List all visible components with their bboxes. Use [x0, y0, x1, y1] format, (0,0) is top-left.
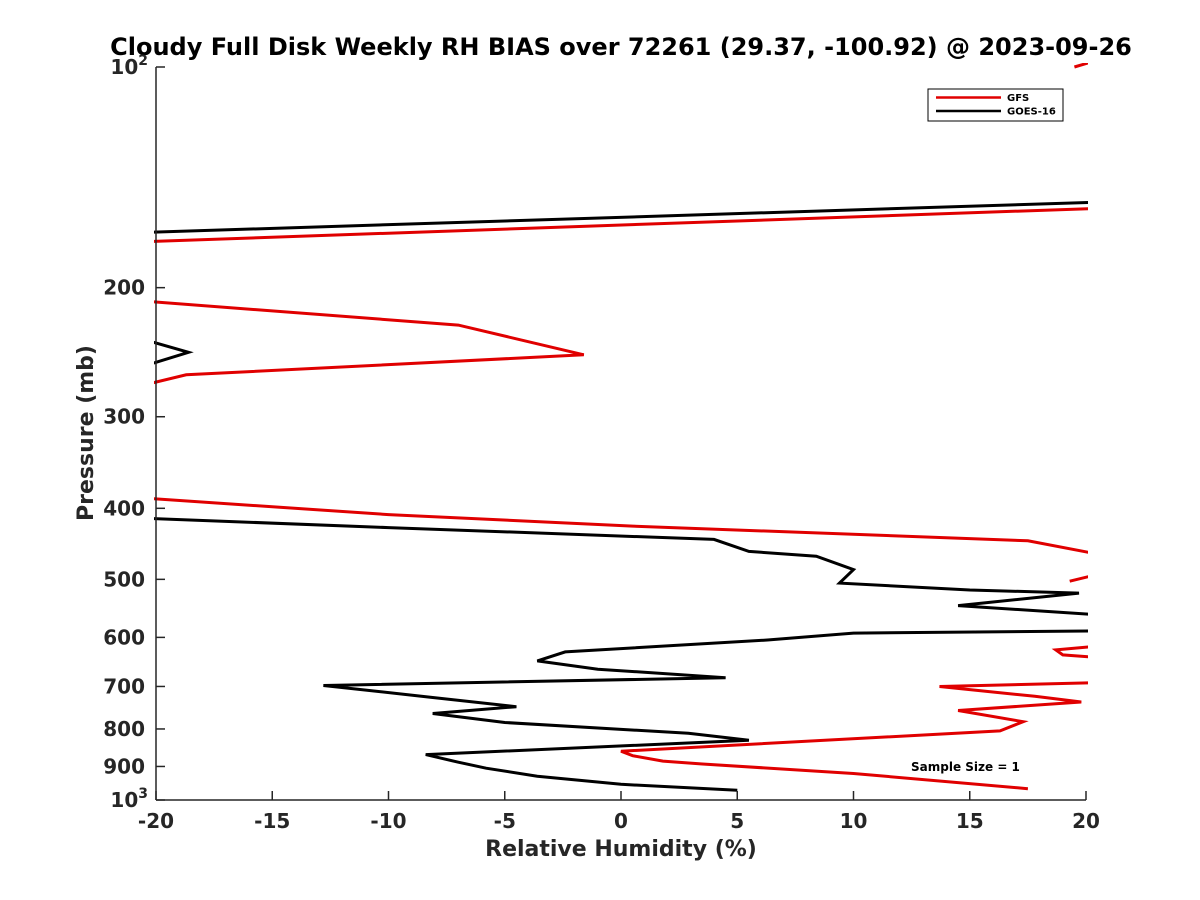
legend: GFS GOES-16	[927, 88, 1064, 122]
x-tick-label: -20	[138, 809, 174, 833]
x-tick-label: -15	[254, 809, 290, 833]
line-gfs	[154, 300, 585, 385]
line-gfs	[1069, 575, 1088, 583]
x-axis-label: Relative Humidity (%)	[485, 837, 757, 862]
y-tick-label: 400	[103, 496, 145, 520]
x-tick-label: 5	[730, 809, 744, 833]
line-gfs	[620, 681, 1088, 791]
line-goes16	[154, 517, 1088, 616]
line-goes16	[154, 340, 194, 365]
x-tick-label: 20	[1072, 809, 1100, 833]
x-tick-label: -10	[370, 809, 406, 833]
line-goes16	[323, 629, 1088, 792]
legend-label-gfs: GFS	[1007, 93, 1029, 104]
x-tick-label: -5	[494, 809, 516, 833]
y-tick-label: 600	[103, 625, 145, 649]
y-tick-label: 700	[103, 674, 145, 698]
line-gfs	[154, 497, 1088, 554]
line-goes16	[154, 200, 1088, 234]
x-tick-label: 10	[840, 809, 868, 833]
series-gfs	[154, 63, 1088, 791]
x-tick-label: 0	[614, 809, 628, 833]
legend-box	[927, 88, 1064, 122]
series-layer	[154, 63, 1088, 792]
y-tick-label: 200	[103, 276, 145, 300]
y-tick-label: 500	[103, 567, 145, 591]
y-tick-label: 800	[103, 717, 145, 741]
axes: -20 -15 -10 -5 0 5 10 15 20 200 300 400 500 600 700 800…	[103, 53, 1100, 833]
y-tick-label: 300	[103, 405, 145, 429]
sample-size-annotation: Sample Size = 1	[911, 760, 1020, 774]
line-gfs	[1073, 63, 1088, 69]
legend-label-goes16: GOES-16	[1007, 107, 1056, 118]
y-tick-label-bottom: 103	[110, 786, 148, 812]
x-tick-label: 15	[956, 809, 984, 833]
line-gfs	[154, 207, 1088, 243]
y-tick-label: 900	[103, 754, 145, 778]
series-goes16	[154, 200, 1088, 792]
y-tick-label-top: 102	[110, 53, 148, 79]
line-gfs	[1051, 645, 1088, 659]
chart-title: Cloudy Full Disk Weekly RH BIAS over 722…	[110, 33, 1132, 61]
y-axis-label: Pressure (mb)	[74, 345, 99, 521]
